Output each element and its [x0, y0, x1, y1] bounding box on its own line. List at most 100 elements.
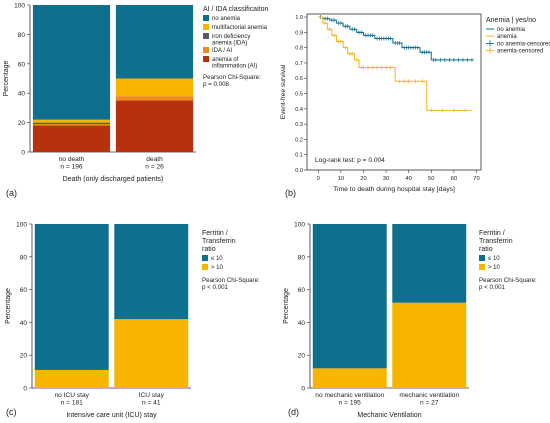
x-tick-label: no mechanic ventilation [315, 392, 384, 399]
y-tick-label: 40 [18, 91, 26, 98]
censor-mark [415, 45, 420, 50]
y-axis-label: Percentage [3, 60, 10, 96]
y-tick-label: 0.0 [295, 168, 303, 174]
stat-text: Pearson Chi-Square: [203, 74, 261, 81]
legend-title: AI / IDA classificaiton [203, 6, 268, 13]
y-tick-label: 0 [21, 150, 25, 157]
legend-label: anemia of [212, 57, 239, 63]
censor-mark [359, 30, 364, 35]
legend-plus [486, 47, 494, 54]
x-tick-label: 10 [338, 176, 344, 182]
censor-mark [440, 108, 445, 113]
censor-mark [379, 65, 384, 70]
bar-segment [34, 369, 109, 388]
logrank-annotation: Log-rank test: p = 0.004 [315, 157, 385, 164]
legend-label: anemia [497, 34, 517, 40]
y-tick-label: 20 [298, 353, 306, 360]
censor-mark [388, 65, 393, 70]
bar-segment [32, 125, 111, 152]
x-tick-label: 0 [317, 176, 320, 182]
y-tick-label: 0.5 [295, 92, 303, 98]
x-axis-label: Death (only discharged patients) [63, 176, 164, 183]
y-tick-label: 0.4 [295, 107, 303, 113]
bar-segment [312, 224, 387, 369]
y-tick-label: 100 [14, 3, 25, 10]
legend-label: inflammation (AI) [212, 64, 257, 70]
x-tick-n-label: n = 195 [339, 400, 362, 407]
censor-mark [433, 57, 438, 62]
legend-label: ≤ 10 [211, 256, 223, 262]
censor-mark [438, 57, 443, 62]
censor-mark [325, 16, 330, 21]
censor-mark [460, 57, 465, 62]
censor-mark [375, 65, 380, 70]
panel-label: (a) [6, 188, 17, 198]
x-tick-label: no ICU stay [55, 392, 90, 399]
legend-swatch [203, 47, 209, 53]
bar-segment [115, 78, 194, 97]
legend-title: ratio [479, 246, 493, 253]
x-tick-label: 50 [428, 176, 434, 182]
censor-mark [420, 79, 425, 84]
plot-frame [306, 13, 482, 171]
y-tick-label: 1.0 [295, 15, 303, 21]
bar-segment [114, 224, 189, 320]
stat-text: Pearson Chi-Square: [479, 277, 537, 284]
legend-swatch [202, 255, 208, 261]
panel-b: 0.0 0.1 0.2 0.3 0.4 0.5 0.6 0.7 0.8 0.9 1.0 0 10 20 30… [280, 13, 550, 198]
legend-swatch [479, 264, 485, 270]
y-tick-label: 0.9 [295, 30, 303, 36]
censor-mark [465, 57, 470, 62]
censor-mark [413, 79, 418, 84]
censor-mark [429, 108, 434, 113]
legend-label: no anemia [212, 16, 241, 22]
x-tick-n-label: n = 27 [420, 400, 439, 407]
y-tick-label: 40 [298, 320, 306, 327]
y-tick-label: 80 [18, 32, 26, 39]
x-tick-n-label: n = 26 [145, 164, 164, 171]
x-tick-label: 40 [405, 176, 411, 182]
y-tick-label: 0.6 [295, 76, 303, 82]
bar-segment [312, 368, 387, 388]
x-tick-label: 20 [360, 176, 366, 182]
y-tick-label: 100 [294, 222, 305, 229]
legend-label: no anemia [497, 27, 526, 33]
legend-swatch [203, 24, 209, 30]
y-axis-label: Percentage [5, 288, 12, 324]
bar-segment [115, 5, 194, 79]
km-curve-anemia [318, 16, 472, 111]
panel-label: (d) [288, 407, 299, 417]
censor-mark [427, 50, 432, 55]
x-tick-label: mechanic ventilation [399, 392, 459, 399]
y-tick-label: 20 [20, 353, 28, 360]
legend-label: anemia-censored [497, 49, 543, 55]
bar-segment [392, 302, 467, 388]
x-tick-label: ICU stay [139, 392, 165, 399]
y-tick-label: 0.8 [295, 46, 303, 52]
censor-mark [463, 108, 468, 113]
y-tick-label: 0.1 [295, 153, 303, 159]
x-tick-n-label: n = 41 [142, 400, 161, 407]
censor-mark [361, 65, 366, 70]
bar-segment [32, 5, 111, 120]
panel-d: 0 20 40 60 80 100 Percentage no mechanic ventil… [283, 222, 537, 420]
y-axis-label: Percentage [283, 288, 290, 324]
legend-swatch [203, 33, 209, 39]
x-tick-label: 70 [473, 176, 479, 182]
x-axis-label: Mechanic Ventilation [357, 412, 421, 419]
y-tick-label: 80 [20, 254, 28, 261]
bar-segment [34, 224, 109, 370]
bar-segment [32, 122, 111, 125]
legend-title: ratio [202, 246, 216, 253]
y-tick-label: 0.7 [295, 61, 303, 67]
legend-label: anemia (IDA) [212, 41, 247, 47]
y-tick-label: 60 [20, 287, 28, 294]
y-tick-label: 0.2 [295, 137, 303, 143]
legend-title: Ferritin / [202, 230, 228, 237]
x-tick-n-label: n = 196 [60, 164, 83, 171]
censor-mark [366, 65, 371, 70]
y-tick-label: 0 [301, 386, 305, 393]
